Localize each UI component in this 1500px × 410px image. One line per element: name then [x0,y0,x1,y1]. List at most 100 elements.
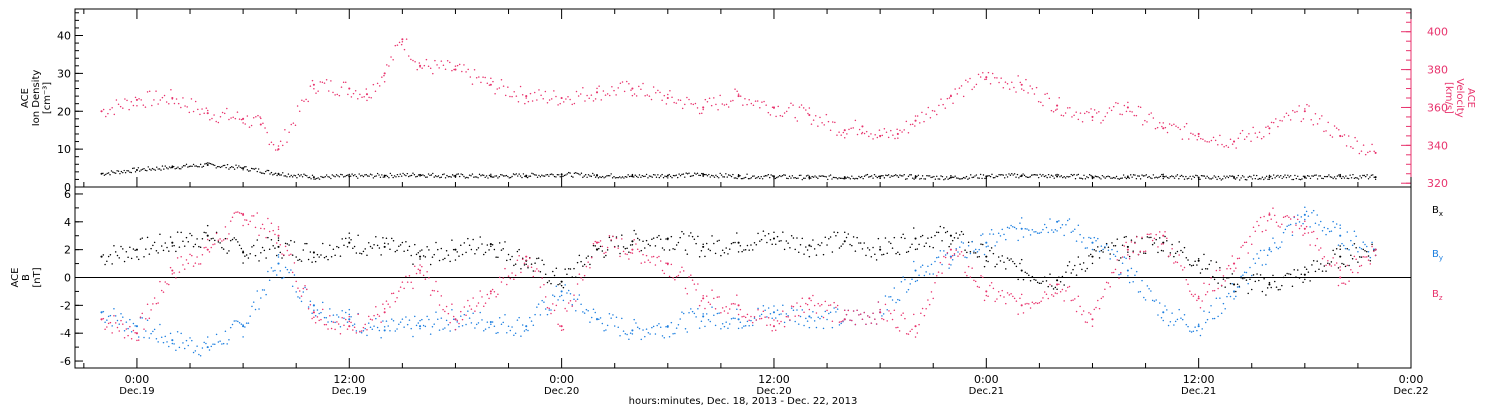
bz-dot [1250,243,1253,245]
by-dot [350,315,352,318]
density-dot [916,175,918,178]
bx-dot [557,283,559,286]
by-dot [1026,228,1028,230]
bz-dot [677,274,680,277]
velocity-dot [991,72,994,75]
bz-dot [385,300,388,302]
bx-dot [746,244,749,247]
density-dot [333,175,335,177]
by-dot [375,317,377,320]
density-dot [1088,173,1091,176]
bz-dot [472,297,474,299]
velocity-dot [209,118,211,121]
bx-dot [1118,259,1120,262]
bz-dot [329,315,331,317]
by-dot [274,269,276,272]
bz-dot [502,277,504,279]
bz-dot [463,306,466,308]
bx-dot [585,257,588,259]
bz-dot [1215,269,1218,272]
bz-dot [514,274,517,277]
bx-dot [1148,236,1150,239]
bz-dot [583,274,586,277]
bx-dot [978,255,980,258]
bz-dot [1332,257,1334,259]
by-dot [1102,248,1104,251]
density-dot [852,177,854,180]
density-dot [1037,176,1040,179]
bz-dot [780,320,782,323]
bz-dot [766,324,768,326]
bx-dot [569,268,572,270]
density-dot [712,175,714,177]
bx-dot [1079,263,1081,265]
bz-dot [868,316,871,318]
density-dot [272,174,274,176]
bx-dot [343,244,345,246]
density-dot [899,174,901,176]
by-dot [598,318,600,320]
by-dot [797,323,800,325]
velocity-dot [885,131,888,134]
bz-dot [399,286,402,288]
by-dot [267,270,269,273]
bz-dot [185,259,188,261]
by-dot [1012,225,1014,228]
velocity-dot [1369,150,1371,153]
density-dot [130,171,132,174]
bz-dot [275,242,278,244]
density-dot [551,173,553,175]
bz-dot [943,255,945,258]
density-dot [895,174,897,176]
bx-dot [419,250,421,252]
bx-dot [714,252,717,255]
velocity-dot [623,90,626,93]
by-point [808,315,811,318]
by-dot [132,322,135,325]
bx-dot [454,259,457,261]
by-dot [120,312,122,315]
density-dot [204,163,206,165]
bz-dot [153,297,156,299]
by-dot [203,341,205,344]
density-dot [490,175,492,177]
density-dot [184,165,186,167]
bx-dot [288,244,290,246]
density-dot [396,173,399,176]
velocity-dot [1135,114,1138,117]
bx-dot [1093,248,1096,251]
bz-dot [1346,264,1349,267]
velocity-dot [1042,104,1044,107]
bx-dot [291,254,294,256]
velocity-dot [936,113,938,116]
velocity-dot [398,41,401,44]
density-dot [243,166,246,168]
by-dot [212,343,214,345]
bx-dot [1284,274,1287,277]
bz-dot [1245,241,1248,243]
bx-dot [477,247,480,249]
bz-dot [907,333,910,335]
velocity-dot [606,93,609,95]
density-dot [1209,178,1211,180]
velocity-dot [1321,115,1323,117]
by-point [702,315,705,318]
bz-dot [898,330,901,332]
velocity-dot [704,98,707,101]
bx-dot [966,251,968,254]
bz-dot [743,315,745,318]
bx-dot [208,239,211,242]
velocity-point [206,112,209,115]
bx-dot [672,247,674,250]
by-dot [576,298,579,301]
bz-dot [905,332,908,335]
by-dot [815,326,818,329]
density-dot [924,178,927,180]
density-dot [215,167,217,169]
by-dot [638,327,641,330]
bz-dot [376,313,379,316]
by-dot [1371,241,1373,244]
bx-dot [939,225,942,228]
velocity-tick-label: 320 [1427,177,1448,190]
bx-dot [316,253,319,256]
